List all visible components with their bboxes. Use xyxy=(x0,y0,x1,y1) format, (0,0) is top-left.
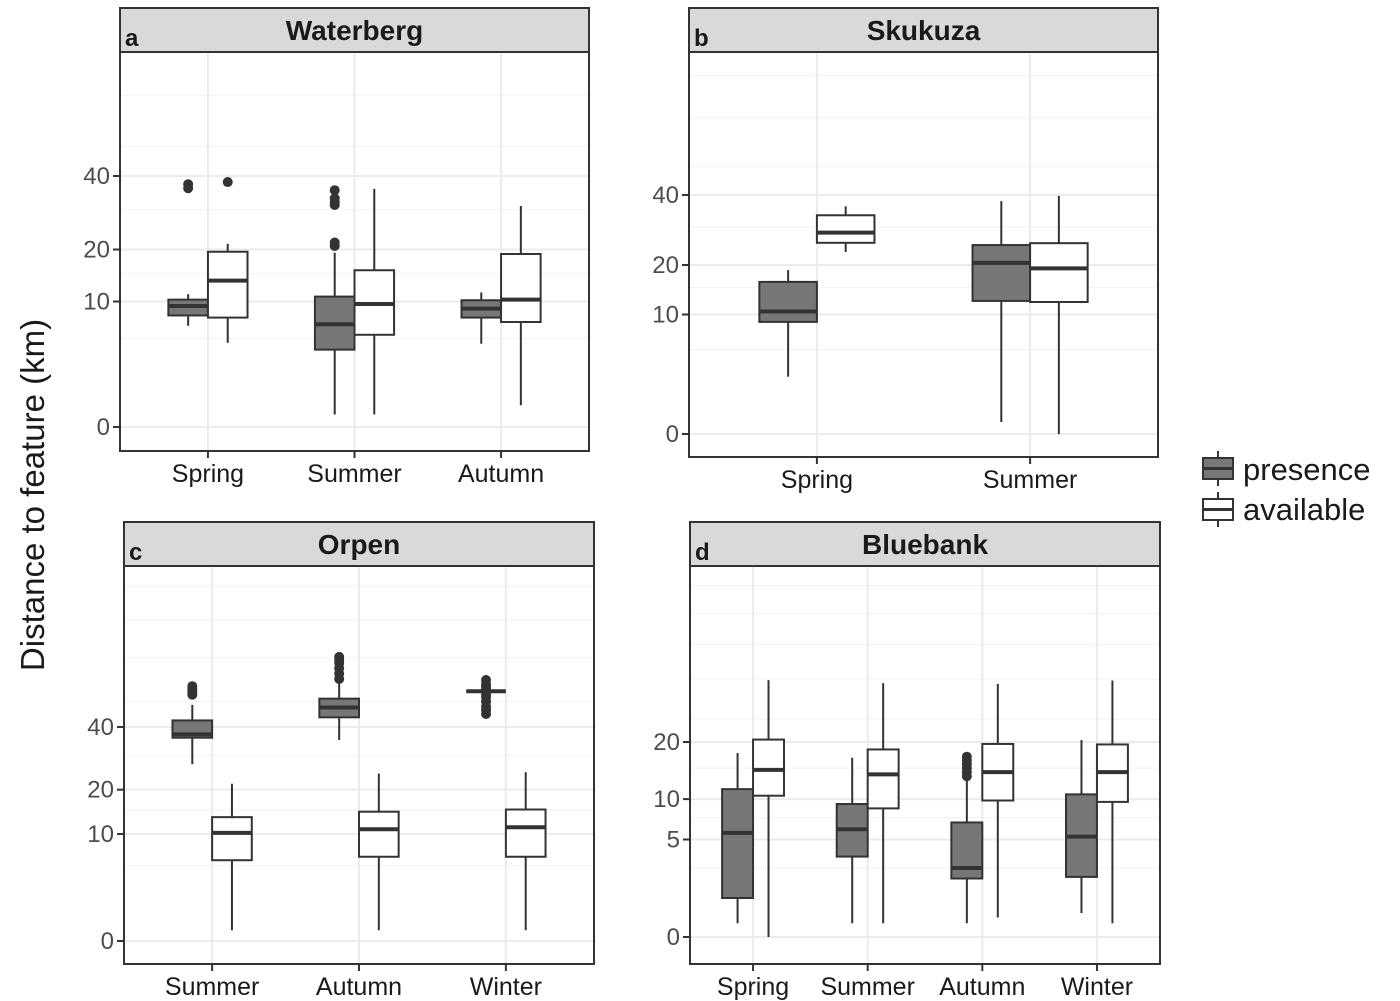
box-autumn-available xyxy=(500,206,542,406)
box-body xyxy=(721,788,755,899)
x-tick-label: Autumn xyxy=(316,973,402,1001)
y-tick-label: 20 xyxy=(653,729,680,756)
panel-waterberg: Waterberg a 0 10 20 40 Spring Summer Autumn xyxy=(83,7,590,488)
box-body xyxy=(950,821,984,880)
panel-tag: a xyxy=(125,25,139,52)
y-tick-label: 10 xyxy=(87,821,114,848)
box-summer-available xyxy=(211,783,253,931)
x-tick-label: Spring xyxy=(717,973,789,1001)
box-body xyxy=(206,250,249,319)
x-tick-label: Autumn xyxy=(939,973,1025,1001)
y-tick-label: 0 xyxy=(97,414,110,441)
y-tick-label: 20 xyxy=(652,252,679,279)
y-tick-label: 10 xyxy=(83,289,110,316)
y-tick-label: 0 xyxy=(666,421,679,448)
box-body xyxy=(358,810,400,858)
x-tick-label: Summer xyxy=(307,460,401,488)
box-spring-presence xyxy=(721,753,755,924)
y-tick-label: 10 xyxy=(652,302,679,329)
box-winter-presence xyxy=(466,674,506,720)
y-tick-label: 40 xyxy=(87,714,114,741)
facet-title: Waterberg xyxy=(286,15,423,46)
outlier-point xyxy=(183,179,194,190)
box-winter-presence xyxy=(1065,740,1098,914)
facet-title: Orpen xyxy=(318,529,400,560)
outlier-point xyxy=(481,674,492,685)
box-summer-presence xyxy=(835,757,869,924)
box-body xyxy=(752,738,785,797)
facet-title: Bluebank xyxy=(862,529,988,560)
box-body xyxy=(500,253,542,323)
box-winter-available xyxy=(504,772,547,931)
y-tick-label: 20 xyxy=(87,777,114,804)
box-autumn-available xyxy=(358,773,400,931)
box-spring-presence xyxy=(167,179,209,326)
box-autumn-available xyxy=(981,683,1015,918)
panel-skukuza: Skukuza b 0 10 20 40 Spring Summer xyxy=(652,7,1159,494)
box-body xyxy=(866,748,900,810)
box-summer-available xyxy=(1029,195,1089,434)
legend: presence available xyxy=(1202,451,1371,527)
x-tick-label: Summer xyxy=(820,973,914,1001)
x-tick-label: Winter xyxy=(470,973,542,1001)
box-body xyxy=(971,244,1032,302)
x-tick-label: Summer xyxy=(983,466,1077,494)
panel-tag: c xyxy=(129,539,142,566)
outlier-point xyxy=(334,651,345,662)
box-winter-available xyxy=(1095,680,1129,924)
facet-title: Skukuza xyxy=(867,15,981,46)
legend-label-presence: presence xyxy=(1243,452,1371,487)
box-autumn-presence xyxy=(950,751,984,924)
box-summer-available xyxy=(866,683,900,924)
x-tick-label: Spring xyxy=(172,460,244,488)
y-axis-title: Distance to feature (km) xyxy=(14,319,51,671)
box-body xyxy=(758,280,818,323)
y-tick-label: 0 xyxy=(101,928,114,955)
facet-strip xyxy=(688,7,1159,53)
box-body xyxy=(504,808,547,858)
y-tick-label: 10 xyxy=(653,786,680,813)
panel-tag: d xyxy=(695,539,710,566)
y-tick-label: 20 xyxy=(83,237,110,264)
legend-key-presence xyxy=(1202,451,1234,486)
box-spring-available xyxy=(752,680,785,937)
box-autumn-presence xyxy=(460,292,503,344)
box-summer-presence xyxy=(171,681,214,765)
box-body xyxy=(1029,242,1089,304)
box-body xyxy=(815,214,876,244)
legend-label-available: available xyxy=(1243,492,1365,527)
facet-strip xyxy=(123,521,595,567)
x-tick-label: Autumn xyxy=(458,460,544,488)
y-tick-label: 40 xyxy=(652,182,679,209)
box-spring-available xyxy=(206,177,249,343)
y-tick-label: 40 xyxy=(83,163,110,190)
outlier-point xyxy=(329,193,340,204)
outlier-point xyxy=(187,681,198,692)
legend-key-available xyxy=(1202,492,1234,527)
outlier-point xyxy=(329,237,340,248)
box-spring-available xyxy=(815,206,876,252)
box-body xyxy=(211,816,253,862)
facet-strip xyxy=(119,7,590,53)
panel-bluebank: Bluebank d 0 5 10 20 Spring Summer Autumn Winter xyxy=(653,521,1161,1001)
x-tick-label: Winter xyxy=(1061,973,1133,1001)
y-tick-label: 0 xyxy=(667,924,680,951)
panel-orpen: Orpen c 0 10 20 40 Summer Autumn Winter xyxy=(87,521,595,1001)
x-tick-label: Summer xyxy=(165,973,259,1001)
panel-tag: b xyxy=(694,25,709,52)
y-tick-label: 5 xyxy=(667,827,680,854)
box-spring-presence xyxy=(758,270,818,377)
box-autumn-presence xyxy=(318,651,360,740)
x-tick-label: Spring xyxy=(781,466,853,494)
outlier-point xyxy=(222,177,233,188)
box-summer-available xyxy=(353,188,396,415)
outlier-point xyxy=(329,185,340,196)
outlier-point xyxy=(961,751,972,762)
facet-strip xyxy=(689,521,1161,567)
